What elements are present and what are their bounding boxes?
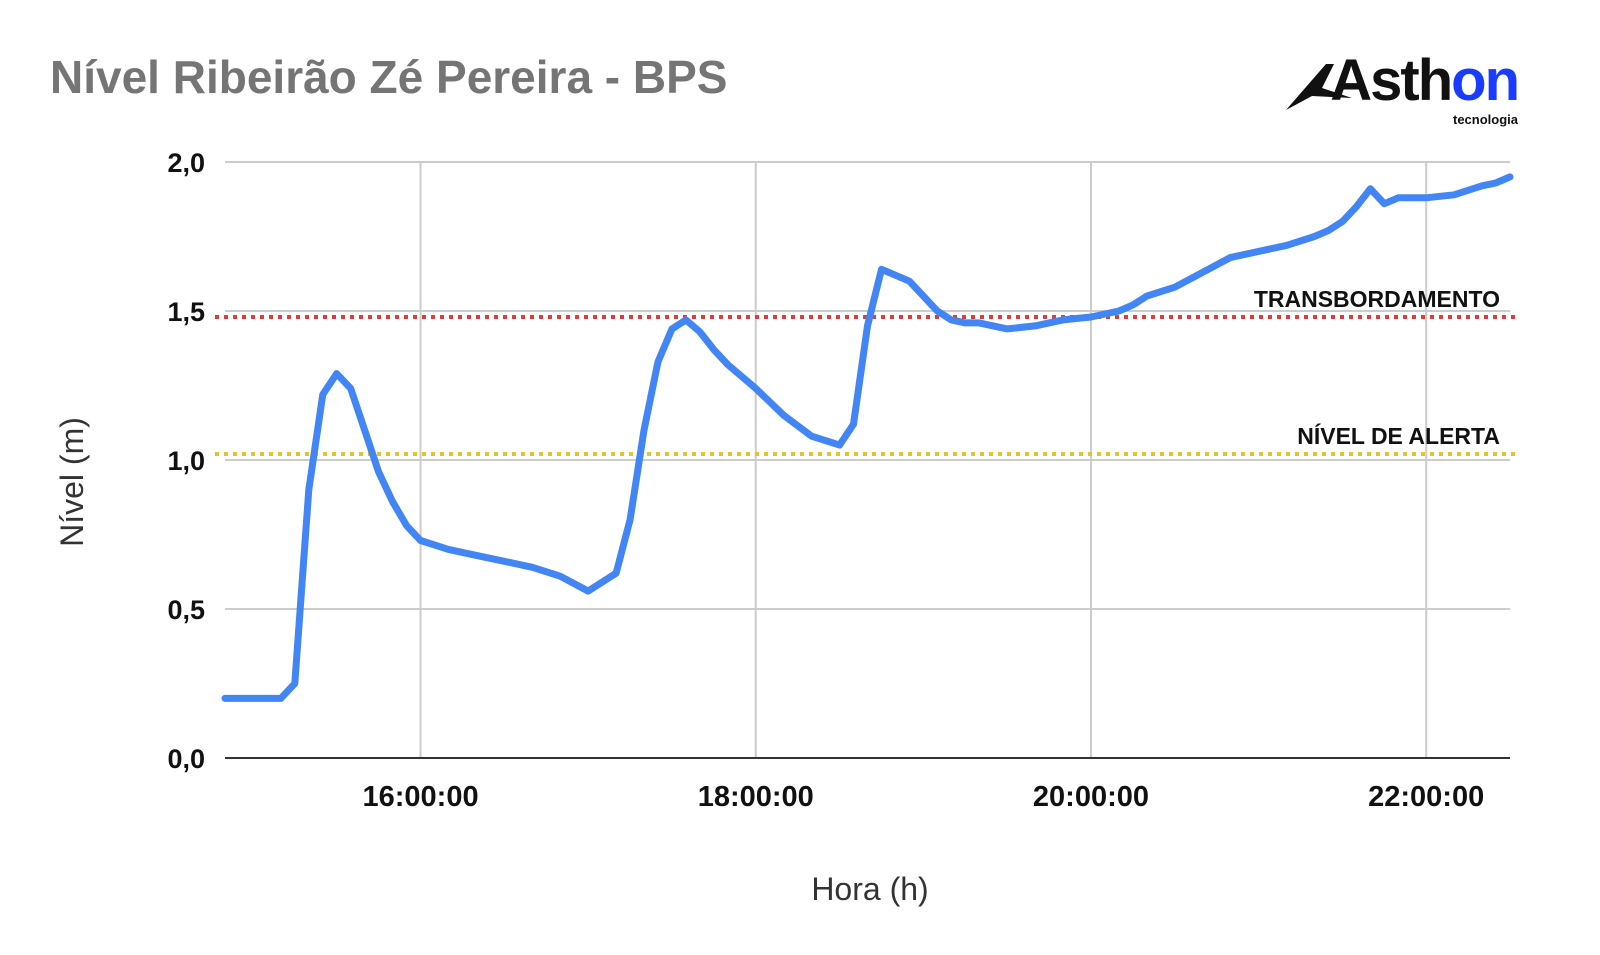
x-tick-label: 16:00:00 xyxy=(362,781,478,813)
reference-lines: TRANSBORDAMENTO NÍVEL DE ALERTA xyxy=(215,286,1515,457)
y-tick-label: 0,5 xyxy=(167,595,205,625)
logo-wordmark-accent: on xyxy=(1451,48,1520,113)
series-line xyxy=(221,173,1514,702)
logo-swoosh-icon xyxy=(1286,64,1352,110)
y-tick-label: 0,0 xyxy=(167,744,205,774)
logo-subtitle: tecnologia xyxy=(1452,112,1518,127)
logo-wordmark-main: Asth xyxy=(1330,48,1453,113)
chart-title: Nível Ribeirão Zé Pereira - BPS xyxy=(50,51,728,103)
logo-wordmark: Asthon xyxy=(1330,52,1520,110)
y-axis-title: Nível (m) xyxy=(54,417,90,547)
x-tick-label: 20:00:00 xyxy=(1033,781,1149,813)
chart-axes: 0,0 0,5 1,0 1,5 2,0 16:00:00 18:00:00 20:00:00 2… xyxy=(167,148,1510,813)
y-tick-label: 2,0 xyxy=(167,148,205,178)
chart-grid xyxy=(225,161,1510,758)
y-tick-label: 1,0 xyxy=(167,446,205,476)
x-axis-title: Hora (h) xyxy=(811,871,928,907)
y-tick-label: 1,5 xyxy=(167,297,205,327)
x-tick-label: 18:00:00 xyxy=(698,781,814,813)
reference-line-label: TRANSBORDAMENTO xyxy=(1254,286,1500,312)
chart-series xyxy=(221,173,1514,702)
reference-line-label: NÍVEL DE ALERTA xyxy=(1297,422,1500,449)
x-tick-label: 22:00:00 xyxy=(1368,781,1484,813)
asthon-logo: Asthon tecnologia xyxy=(1286,52,1520,132)
